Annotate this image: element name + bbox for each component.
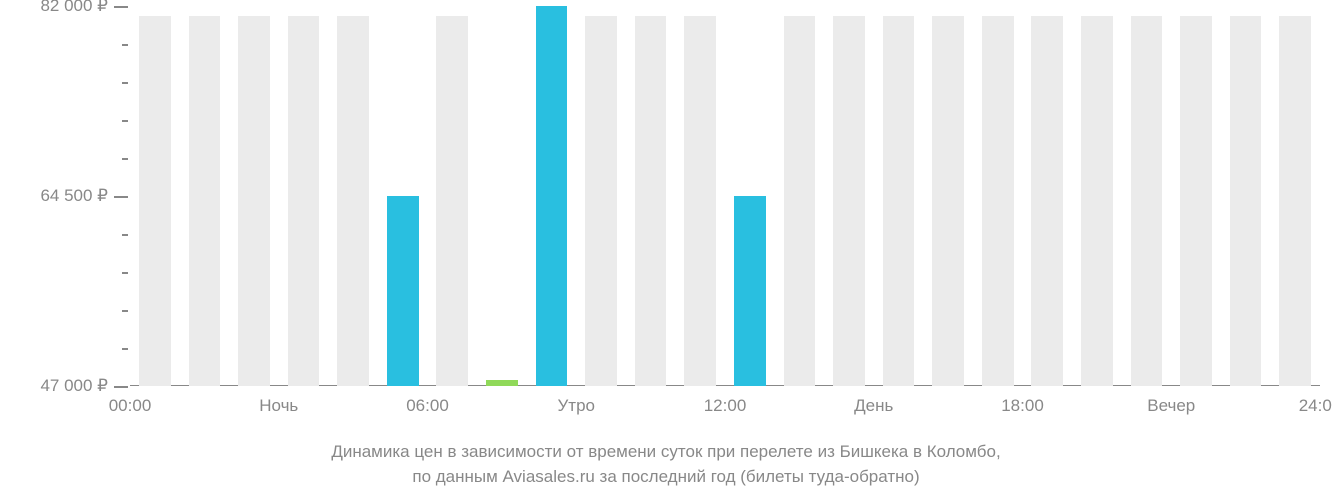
- y-tick-label: 64 500 ₽: [40, 186, 108, 206]
- y-major-tick: [114, 386, 128, 388]
- hour-bar-placeholder: [238, 16, 270, 386]
- x-tick-label: День: [854, 396, 893, 416]
- hour-bar-placeholder: [436, 16, 468, 386]
- x-tick-label: 18:00: [1001, 396, 1044, 416]
- hour-bar-placeholder: [1031, 16, 1063, 386]
- caption-line-2: по данным Aviasales.ru за последний год …: [412, 467, 919, 486]
- hour-bar: [536, 6, 568, 386]
- hour-bar-placeholder: [337, 16, 369, 386]
- y-major-tick: [114, 196, 128, 198]
- hour-bar-placeholder: [635, 16, 667, 386]
- x-tick-label: Утро: [558, 396, 596, 416]
- caption-line-1: Динамика цен в зависимости от времени су…: [331, 442, 1000, 461]
- x-axis-labels: 00:00 Ночь 06:00 Утро 12:00 День 18:00 Вечер 24:…: [0, 396, 1332, 426]
- hour-bar-placeholder: [139, 16, 171, 386]
- hour-bar-placeholder: [189, 16, 221, 386]
- y-minor-tick: [122, 348, 128, 350]
- hour-bar-placeholder: [1081, 16, 1113, 386]
- hour-bar-placeholder: [982, 16, 1014, 386]
- y-tick-label: 82 000 ₽: [40, 0, 108, 16]
- y-minor-tick: [122, 158, 128, 160]
- hour-bar-placeholder: [288, 16, 320, 386]
- hour-bar: [734, 196, 766, 386]
- hour-bar-placeholder: [833, 16, 865, 386]
- y-minor-tick: [122, 82, 128, 84]
- hour-bar: [387, 196, 419, 386]
- hour-bar-placeholder: [883, 16, 915, 386]
- hour-bar: [486, 380, 518, 387]
- y-minor-tick: [122, 120, 128, 122]
- price-by-hour-chart: 47 000 ₽ 64 500 ₽ 82 000 ₽ 00:00 Ночь 06:00 У…: [0, 0, 1332, 502]
- hour-bar-placeholder: [1180, 16, 1212, 386]
- hour-bar-placeholder: [1131, 16, 1163, 386]
- x-tick-label: Ночь: [259, 396, 298, 416]
- x-tick-label: Вечер: [1147, 396, 1195, 416]
- x-tick-label: 06:00: [406, 396, 449, 416]
- y-minor-tick: [122, 310, 128, 312]
- y-tick-label: 47 000 ₽: [40, 376, 108, 396]
- hour-bar-placeholder: [1279, 16, 1311, 386]
- y-minor-tick: [122, 234, 128, 236]
- plot-area: [130, 6, 1320, 386]
- hour-bar-placeholder: [784, 16, 816, 386]
- y-minor-tick: [122, 44, 128, 46]
- hour-bar-placeholder: [1230, 16, 1262, 386]
- y-minor-tick: [122, 272, 128, 274]
- x-tick-label: 12:00: [704, 396, 747, 416]
- hour-bar-placeholder: [932, 16, 964, 386]
- hour-bar-placeholder: [585, 16, 617, 386]
- hour-bar-placeholder: [684, 16, 716, 386]
- y-major-tick: [114, 6, 128, 8]
- x-tick-label: 24:00: [1299, 396, 1332, 416]
- chart-caption: Динамика цен в зависимости от времени су…: [0, 440, 1332, 489]
- x-tick-label: 00:00: [109, 396, 152, 416]
